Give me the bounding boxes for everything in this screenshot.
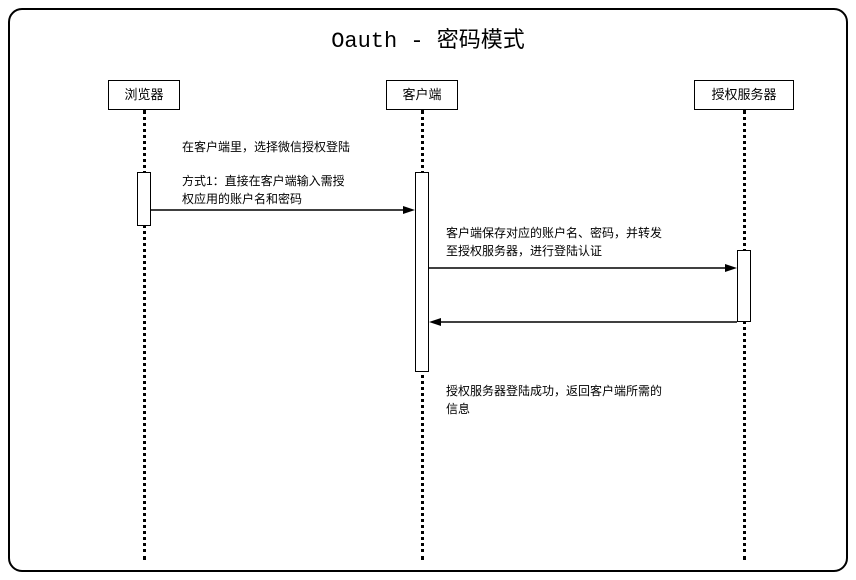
activation-browser: [137, 172, 151, 226]
message-label: 客户端保存对应的账户名、密码，并转发至授权服务器，进行登陆认证: [446, 224, 662, 260]
participant-browser: 浏览器: [108, 80, 180, 110]
activation-client: [415, 172, 429, 372]
participant-client: 客户端: [386, 80, 458, 110]
message-label: 在客户端里，选择微信授权登陆: [182, 138, 350, 156]
diagram-title: Oauth - 密码模式: [331, 22, 525, 54]
lifeline-auth: [743, 110, 746, 560]
participant-auth: 授权服务器: [694, 80, 794, 110]
activation-auth: [737, 250, 751, 322]
message-label: 授权服务器登陆成功，返回客户端所需的信息: [446, 382, 662, 418]
message-label: 方式1：直接在客户端输入需授权应用的账户名和密码: [182, 172, 345, 208]
